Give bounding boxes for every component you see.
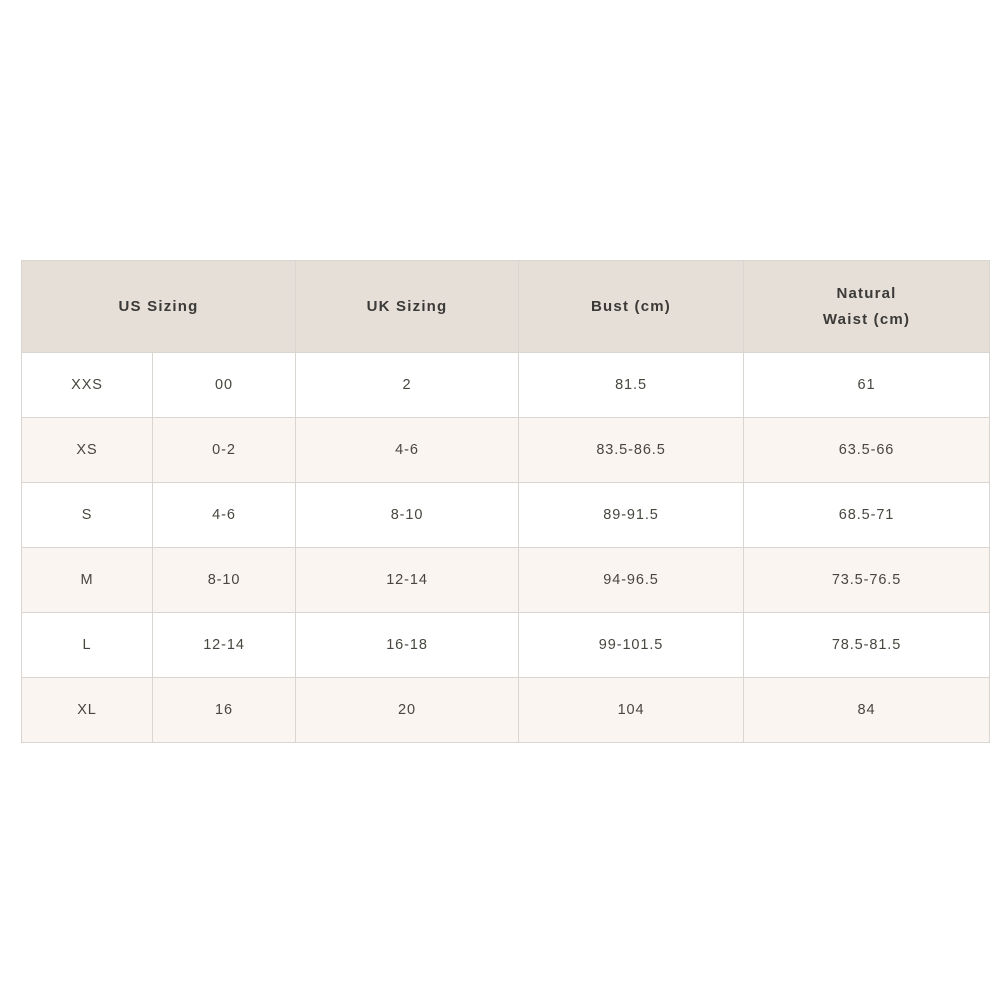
- cell-uk: 8-10: [295, 482, 520, 548]
- cell-uk: 20: [295, 677, 520, 743]
- cell-waist: 73.5-76.5: [743, 547, 991, 613]
- header-bust: Bust (cm): [518, 260, 745, 353]
- cell-us-number: 8-10: [151, 547, 297, 613]
- size-chart-table: US Sizing UK Sizing Bust (cm) Natural Wa…: [20, 260, 991, 743]
- cell-us-letter: XS: [21, 417, 153, 483]
- table-row-l: L 12-14 16-18 99-101.5 78.5-81.5: [21, 612, 991, 678]
- header-uk-sizing: UK Sizing: [295, 260, 520, 353]
- cell-waist: 78.5-81.5: [743, 612, 991, 678]
- cell-waist: 68.5-71: [743, 482, 991, 548]
- cell-waist: 61: [743, 352, 991, 418]
- table-row-xl: XL 16 20 104 84: [21, 677, 991, 743]
- cell-us-letter: XL: [21, 677, 153, 743]
- cell-bust: 89-91.5: [518, 482, 745, 548]
- header-row: US Sizing UK Sizing Bust (cm) Natural Wa…: [20, 260, 991, 353]
- cell-bust: 104: [518, 677, 745, 743]
- cell-uk: 4-6: [295, 417, 520, 483]
- header-natural-waist: Natural Waist (cm): [743, 260, 991, 353]
- cell-uk: 12-14: [295, 547, 520, 613]
- cell-bust: 94-96.5: [518, 547, 745, 613]
- cell-us-letter: M: [21, 547, 153, 613]
- size-chart-body: XXS 00 2 81.5 61 XS 0-2 4-6 83.5-86.5 63…: [21, 352, 991, 743]
- header-us-sizing: US Sizing: [20, 260, 297, 353]
- cell-us-number: 16: [151, 677, 297, 743]
- cell-waist: 84: [743, 677, 991, 743]
- cell-us-number: 0-2: [151, 417, 297, 483]
- cell-waist: 63.5-66: [743, 417, 991, 483]
- cell-bust: 99-101.5: [518, 612, 745, 678]
- cell-bust: 81.5: [518, 352, 745, 418]
- cell-us-letter: S: [21, 482, 153, 548]
- table-row-m: M 8-10 12-14 94-96.5 73.5-76.5: [21, 547, 991, 613]
- cell-us-letter: L: [21, 612, 153, 678]
- cell-us-letter: XXS: [21, 352, 153, 418]
- table-row-xs: XS 0-2 4-6 83.5-86.5 63.5-66: [21, 417, 991, 483]
- cell-bust: 83.5-86.5: [518, 417, 745, 483]
- size-chart-container: US Sizing UK Sizing Bust (cm) Natural Wa…: [20, 260, 991, 743]
- table-row-xxs: XXS 00 2 81.5 61: [21, 352, 991, 418]
- table-row-s: S 4-6 8-10 89-91.5 68.5-71: [21, 482, 991, 548]
- cell-us-number: 4-6: [151, 482, 297, 548]
- cell-us-number: 12-14: [151, 612, 297, 678]
- cell-us-number: 00: [151, 352, 297, 418]
- cell-uk: 16-18: [295, 612, 520, 678]
- cell-uk: 2: [295, 352, 520, 418]
- size-chart-header: US Sizing UK Sizing Bust (cm) Natural Wa…: [20, 260, 991, 353]
